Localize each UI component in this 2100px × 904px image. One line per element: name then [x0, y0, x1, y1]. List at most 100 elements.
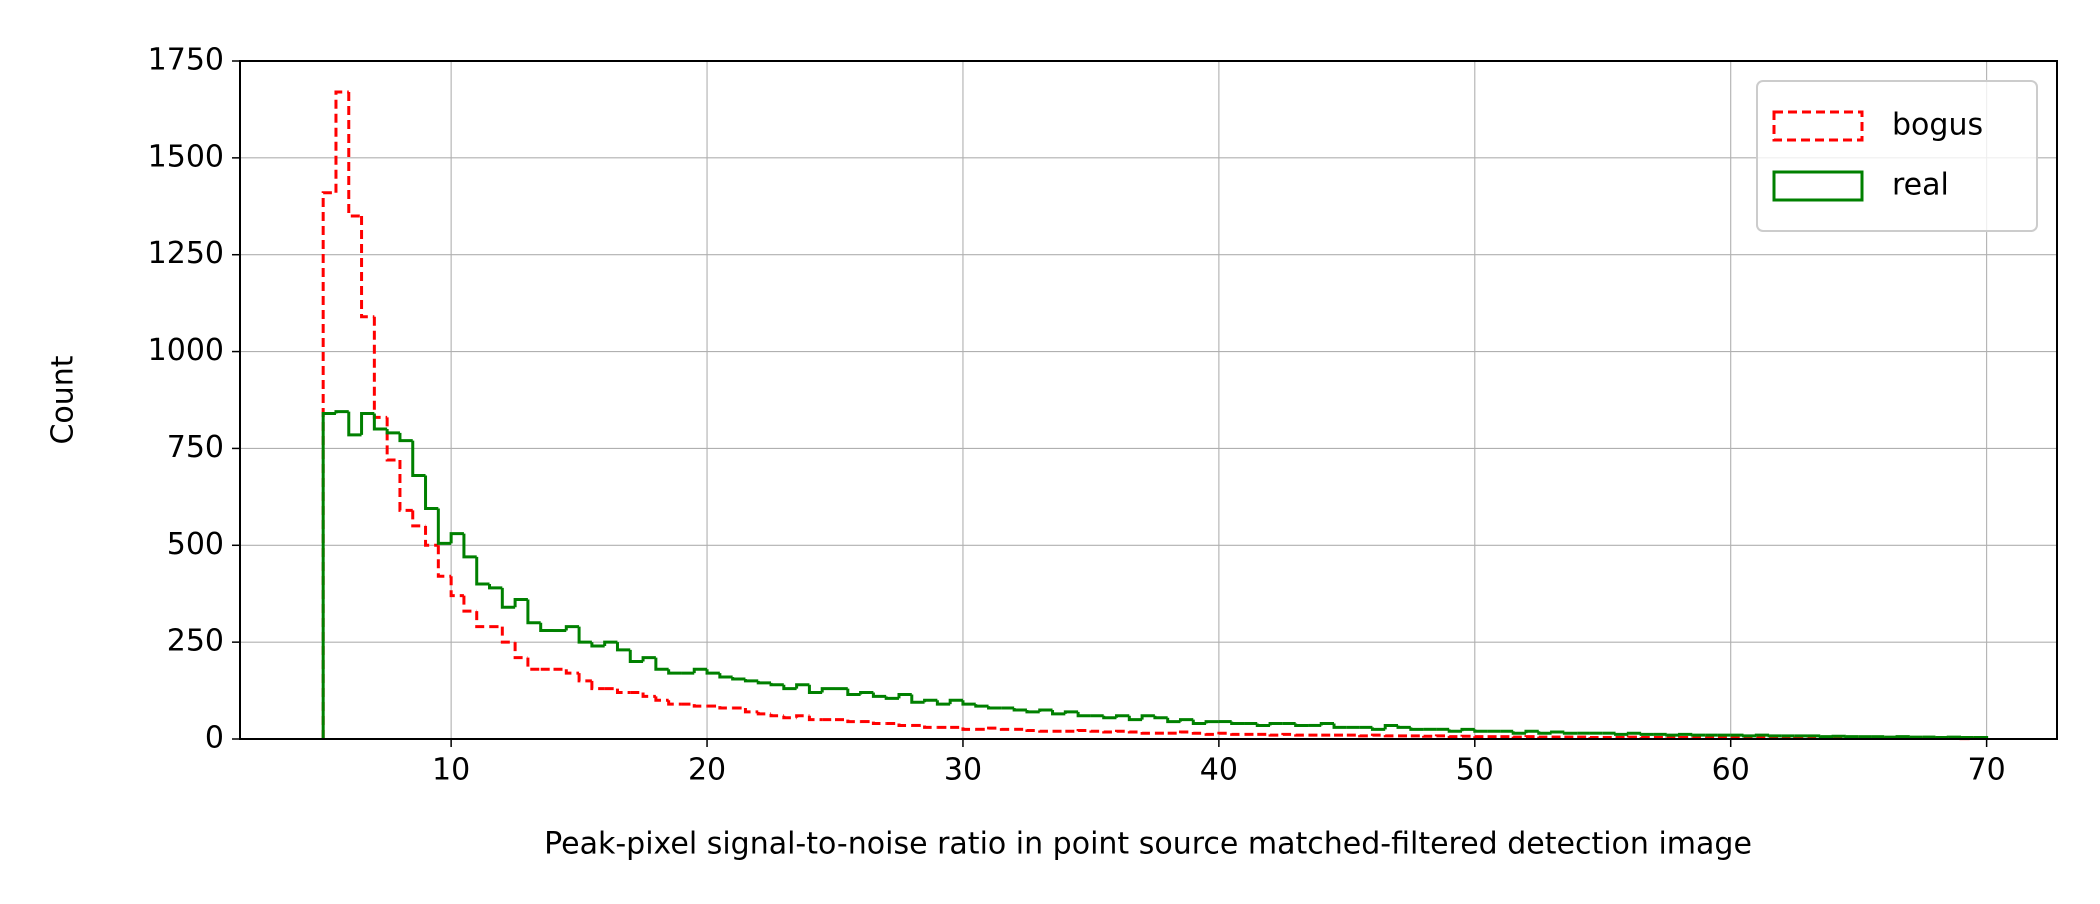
- histogram-step: [1616, 733, 1629, 734]
- histogram-step: [873, 693, 886, 697]
- histogram-step: [925, 700, 938, 702]
- histogram-step: [426, 476, 439, 509]
- histogram-step: [400, 460, 413, 510]
- histogram-step: [1769, 735, 1782, 736]
- histogram-step: [1040, 710, 1053, 712]
- histogram-step: [784, 716, 797, 718]
- histogram-step: [1027, 710, 1040, 712]
- histogram-step: [1526, 731, 1539, 733]
- histogram-step: [937, 700, 950, 704]
- histogram-step: [1564, 732, 1577, 733]
- histogram-step: [643, 658, 656, 662]
- y-tick-label: 1250: [148, 236, 224, 271]
- histogram-step: [528, 658, 541, 670]
- histogram-step: [438, 508, 451, 543]
- histogram-step: [733, 677, 746, 679]
- histogram-step: [707, 669, 720, 673]
- histogram-step: [1398, 725, 1411, 727]
- histogram-step: [669, 700, 682, 704]
- histogram-step: [362, 216, 375, 317]
- histogram-step: [1014, 708, 1027, 710]
- histogram-step: [643, 693, 656, 697]
- histogram-step: [1475, 729, 1488, 731]
- histogram-step: [413, 441, 426, 476]
- histogram-step: [1513, 731, 1526, 733]
- histogram-step: [362, 414, 375, 435]
- histogram-step: [1334, 724, 1347, 728]
- histogram-step: [1360, 735, 1373, 736]
- histogram-step: [1321, 724, 1334, 726]
- histogram-step: [1104, 731, 1117, 732]
- histogram-step: [873, 722, 886, 724]
- histogram-step: [1040, 730, 1053, 731]
- histogram-step: [1270, 734, 1283, 735]
- y-tick-label: 1500: [148, 139, 224, 174]
- histogram-step: [1168, 718, 1181, 722]
- histogram-step: [515, 642, 528, 657]
- histogram-step: [566, 669, 579, 673]
- histogram-step: [336, 92, 349, 193]
- y-tick-label: 750: [167, 430, 224, 465]
- histogram-step: [950, 700, 963, 704]
- histogram-step: [1680, 734, 1693, 735]
- histogram-step: [694, 704, 707, 706]
- histogram-step: [1667, 734, 1680, 735]
- histogram-step: [925, 725, 938, 727]
- x-tick-label: 50: [1456, 753, 1494, 788]
- histogram-step: [1692, 734, 1705, 735]
- x-axis-label: Peak-pixel signal-to-noise ratio in poin…: [544, 827, 1752, 862]
- histogram-step: [784, 685, 797, 689]
- histogram-step: [1462, 729, 1475, 731]
- x-tick-label: 60: [1712, 753, 1750, 788]
- histogram-step: [1385, 735, 1398, 736]
- histogram-step: [451, 534, 464, 544]
- histogram-step: [886, 696, 899, 698]
- histogram-step: [797, 716, 810, 718]
- histogram-step: [822, 689, 835, 693]
- histogram-step: [1091, 730, 1104, 731]
- histogram-step: [899, 694, 912, 698]
- histogram-step: [1206, 722, 1219, 724]
- histogram-step: [1180, 732, 1193, 733]
- histogram-step: [1820, 736, 1833, 737]
- histogram-step: [528, 600, 541, 623]
- histogram-step: [745, 708, 758, 712]
- histogram-step: [809, 685, 822, 693]
- histogram-step: [720, 673, 733, 677]
- histogram-step: [899, 724, 912, 726]
- histogram-step: [477, 557, 490, 584]
- histogram-step: [848, 689, 861, 695]
- histogram-step: [1078, 730, 1091, 731]
- histogram-step: [464, 596, 477, 611]
- histogram-step: [1193, 720, 1206, 724]
- histogram-step: [323, 414, 336, 739]
- histogram-step: [694, 669, 707, 673]
- y-axis-label: Count: [46, 355, 81, 444]
- histogram-step: [349, 92, 362, 216]
- histogram-step: [912, 694, 925, 702]
- histogram-step: [1296, 734, 1309, 735]
- x-tick-label: 70: [1968, 753, 2006, 788]
- histogram-step: [848, 720, 861, 722]
- histogram-step: [515, 600, 528, 608]
- histogram-step: [1270, 724, 1283, 726]
- histogram-step: [541, 623, 554, 631]
- histogram-step: [758, 681, 771, 683]
- histogram-step: [1129, 731, 1142, 732]
- histogram-step: [963, 727, 976, 729]
- histogram-step: [669, 669, 682, 673]
- histogram-step: [374, 414, 387, 429]
- histogram-step: [1641, 733, 1654, 734]
- histogram-step: [605, 642, 618, 646]
- histogram-step: [989, 728, 1002, 729]
- histogram-step: [1257, 724, 1270, 726]
- histogram-step: [617, 689, 630, 693]
- histogram-step: [400, 433, 413, 441]
- histogram-step: [1449, 736, 1462, 737]
- y-tick-label: 0: [205, 721, 224, 756]
- histogram-step: [1078, 712, 1091, 716]
- histogram-step: [451, 576, 464, 595]
- y-tick-label: 500: [167, 527, 224, 562]
- histogram-step: [1206, 733, 1219, 734]
